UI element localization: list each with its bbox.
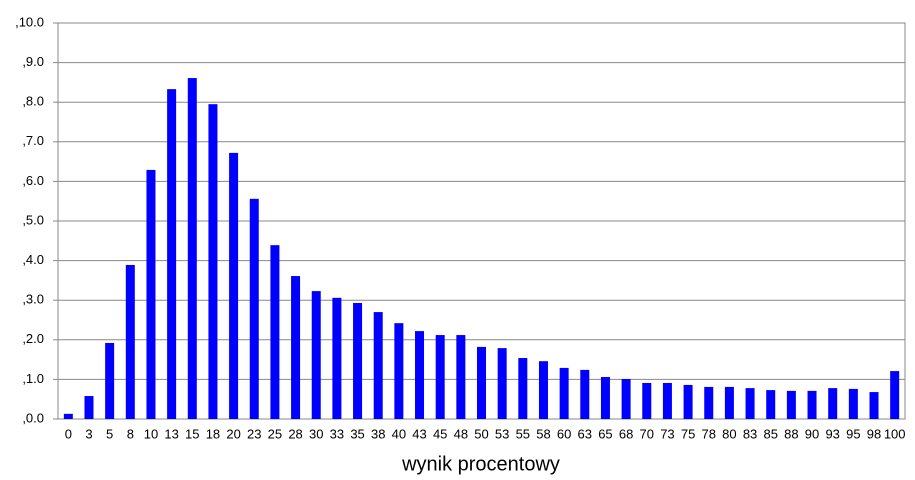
bar [497,348,507,419]
x-tick-label: 58 [536,426,550,441]
x-tick-label: 48 [454,426,468,441]
bar [538,361,548,419]
x-tick-label: 95 [846,426,860,441]
y-tick-label: ,6.0 [22,173,44,188]
bar [373,312,383,419]
x-tick-label: 60 [557,426,571,441]
bar [394,323,404,419]
bar [270,245,280,419]
bar [353,302,363,419]
x-tick-label: 90 [805,426,819,441]
bar [187,78,197,419]
bar [435,335,445,419]
x-tick-label: 20 [226,426,240,441]
x-tick-label: 8 [127,426,134,441]
x-tick-label: 0 [65,426,72,441]
bar [869,392,879,419]
bar [580,369,590,419]
bar [559,367,569,419]
bar [642,382,652,419]
x-tick-label: 43 [412,426,426,441]
bar [167,89,177,419]
x-tick-label: 25 [268,426,282,441]
bar [456,335,466,419]
x-tick-label: 10 [144,426,158,441]
y-tick-label: ,4.0 [22,252,44,267]
x-tick-label: 38 [371,426,385,441]
x-tick-label: 78 [702,426,716,441]
x-tick-label: 73 [660,426,674,441]
x-tick-label: 85 [763,426,777,441]
x-tick-label: 55 [516,426,530,441]
bar [249,198,259,419]
x-tick-label: 40 [392,426,406,441]
x-tick-label: 33 [330,426,344,441]
x-tick-label: 45 [433,426,447,441]
y-tick-label: ,1.0 [22,371,44,386]
x-tick-label: 50 [474,426,488,441]
y-tick-label: ,9.0 [22,54,44,69]
x-axis-label: wynik procentowy [401,453,560,475]
bar [786,390,796,419]
bar [890,371,900,419]
x-tick-label: 63 [578,426,592,441]
bar [518,358,528,419]
x-tick-label: 80 [722,426,736,441]
x-tick-label: 70 [640,426,654,441]
x-tick-label: 100 [884,426,906,441]
bar [84,396,94,419]
bar [63,413,73,419]
x-tick-label: 98 [867,426,881,441]
bar [724,386,734,419]
x-tick-label: 18 [206,426,220,441]
x-tick-label: 35 [350,426,364,441]
x-tick-label: 65 [598,426,612,441]
bar [311,291,321,419]
bar [807,390,817,419]
bar [662,382,672,419]
x-tick-label: 88 [784,426,798,441]
bar [146,169,156,419]
y-tick-label: ,10.0 [15,14,44,29]
bar [704,386,714,419]
x-tick-label: 15 [185,426,199,441]
x-tick-label: 5 [106,426,113,441]
bar [600,377,610,419]
x-tick-label: 53 [495,426,509,441]
y-tick-label: ,2.0 [22,331,44,346]
x-tick-label: 30 [309,426,323,441]
bar [229,152,239,419]
x-tick-label: 13 [164,426,178,441]
x-tick-label: 68 [619,426,633,441]
bar [621,379,631,419]
x-tick-label: 23 [247,426,261,441]
y-tick-label: ,8.0 [22,94,44,109]
bar [745,388,755,419]
x-tick-label: 93 [825,426,839,441]
bar [415,331,425,419]
bar [683,384,693,419]
bar [477,346,486,419]
x-tick-label: 75 [681,426,695,441]
bar [332,297,342,419]
y-tick-label: ,0.0 [22,410,44,425]
bar [766,390,776,419]
bar [208,104,218,420]
x-tick-label: 83 [743,426,757,441]
bar [125,264,135,419]
bar [848,388,858,419]
x-tick-label: 3 [85,426,92,441]
y-tick-label: ,7.0 [22,133,44,148]
y-tick-label: ,5.0 [22,212,44,227]
bar [828,388,838,419]
bar [105,342,115,419]
y-tick-label: ,3.0 [22,292,44,307]
x-tick-label: 28 [288,426,302,441]
bar [291,276,301,419]
